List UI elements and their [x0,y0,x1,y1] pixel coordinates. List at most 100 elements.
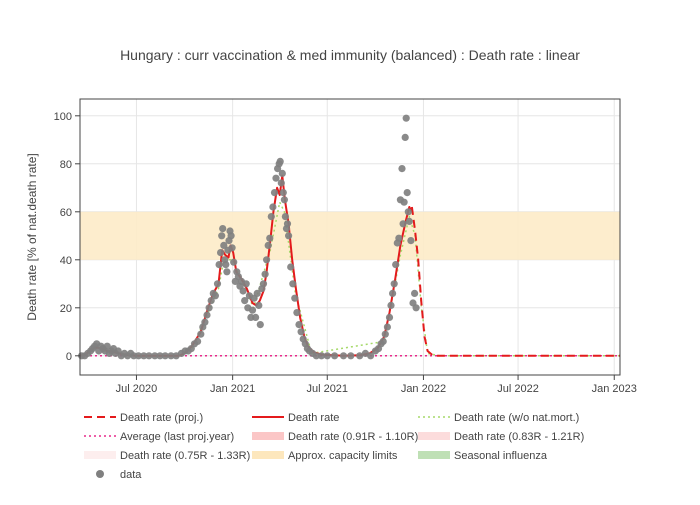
data-point [280,196,288,204]
data-point [289,280,297,288]
data-point [381,330,389,338]
legend-swatch [418,451,450,459]
data-point [201,318,209,326]
data-point [285,232,293,240]
data-point [151,352,159,360]
data-point [367,352,375,360]
legend-item[interactable]: Death rate (0.91R - 1.10R) [252,431,418,443]
data-point [167,352,175,360]
data-point [194,337,202,345]
data-point [230,258,238,266]
series-line-death-rate-proj [410,206,620,357]
legend-item[interactable]: Approx. capacity limits [252,450,398,462]
legend-label: Death rate (0.75R - 1.33R) [120,450,250,462]
data-point [407,237,415,245]
data-points [78,114,420,360]
legend-swatch [252,451,284,459]
legend-item[interactable]: data [96,469,142,481]
legend-swatch [84,451,116,459]
data-point [412,304,420,312]
data-point [283,220,292,228]
y-axis-label: Death rate [% of nat.death rate] [25,153,39,320]
legend-item[interactable]: Death rate (0.83R - 1.21R) [418,431,584,443]
legend-label: Seasonal influenza [454,450,548,462]
data-point [217,249,225,257]
data-point [295,321,303,329]
data-point [339,352,348,360]
data-point [211,292,219,300]
data-point [253,289,261,297]
data-point [399,220,407,228]
data-point [281,213,289,221]
axes: 0 20 40 60 80 100 Jul 2020 Jan 2021 Jul 2021 Jan … [54,98,637,395]
data-point [395,234,403,242]
data-point [267,213,275,221]
legend-label: Approx. capacity limits [288,450,398,462]
data-point [205,304,213,312]
legend-item[interactable]: Average (last proj.year) [84,431,234,443]
data-point [312,352,320,360]
x-tick-label: Jul 2022 [497,383,539,395]
y-tick-label: 80 [60,159,72,171]
data-point [356,352,364,360]
legend-item[interactable]: Death rate [252,412,339,424]
data-point [220,241,228,249]
data-point [161,352,169,360]
data-point [385,313,394,321]
data-point [264,241,272,249]
data-point [203,311,211,319]
data-point [402,114,410,122]
data-point [218,232,226,240]
data-point [219,225,227,233]
data-point [134,352,143,360]
data-point [207,297,215,305]
data-point [331,352,339,360]
data-point [222,261,230,269]
legend-label: data [120,469,142,481]
data-point [287,263,295,271]
data-point [317,352,326,360]
data-point [239,287,247,295]
data-point [213,280,222,288]
y-tick-label: 100 [54,111,72,123]
data-point [404,208,412,216]
data-point [398,165,406,173]
data-point [389,289,397,297]
data-point [248,306,257,314]
data-point [223,268,231,276]
data-point [266,234,274,242]
data-point [252,313,260,321]
chart-title: Hungary : curr vaccination & med immunit… [120,47,580,63]
legend-item[interactable]: Death rate (w/o nat.mort.) [418,412,579,424]
data-point [392,261,400,269]
data-point [400,198,408,206]
data-point [403,189,411,197]
data-point [259,280,268,288]
data-point [156,352,164,360]
data-point [255,301,263,309]
legend-item[interactable]: Seasonal influenza [418,450,548,462]
legend-label: Average (last proj.year) [120,431,234,443]
y-tick-label: 0 [66,351,72,363]
data-point [103,342,111,350]
legend-swatch [96,470,104,478]
data-point [145,352,153,360]
x-tick-label: Jan 2022 [401,383,446,395]
legend-item[interactable]: Death rate (proj.) [84,412,203,424]
data-point [323,352,331,360]
legend-item[interactable]: Death rate (0.75R - 1.33R) [84,450,250,462]
data-point [379,337,387,345]
data-point [256,321,264,329]
data-point [291,294,299,302]
capacity-bands [80,211,620,260]
x-tick-label: Jul 2020 [116,383,158,395]
data-point [293,309,301,317]
data-point [261,270,269,278]
data-point [140,352,148,360]
x-tick-label: Jan 2023 [592,383,637,395]
data-point [279,189,287,197]
data-point [242,280,250,288]
data-point [347,352,355,360]
x-tick-label: Jan 2021 [210,383,255,395]
